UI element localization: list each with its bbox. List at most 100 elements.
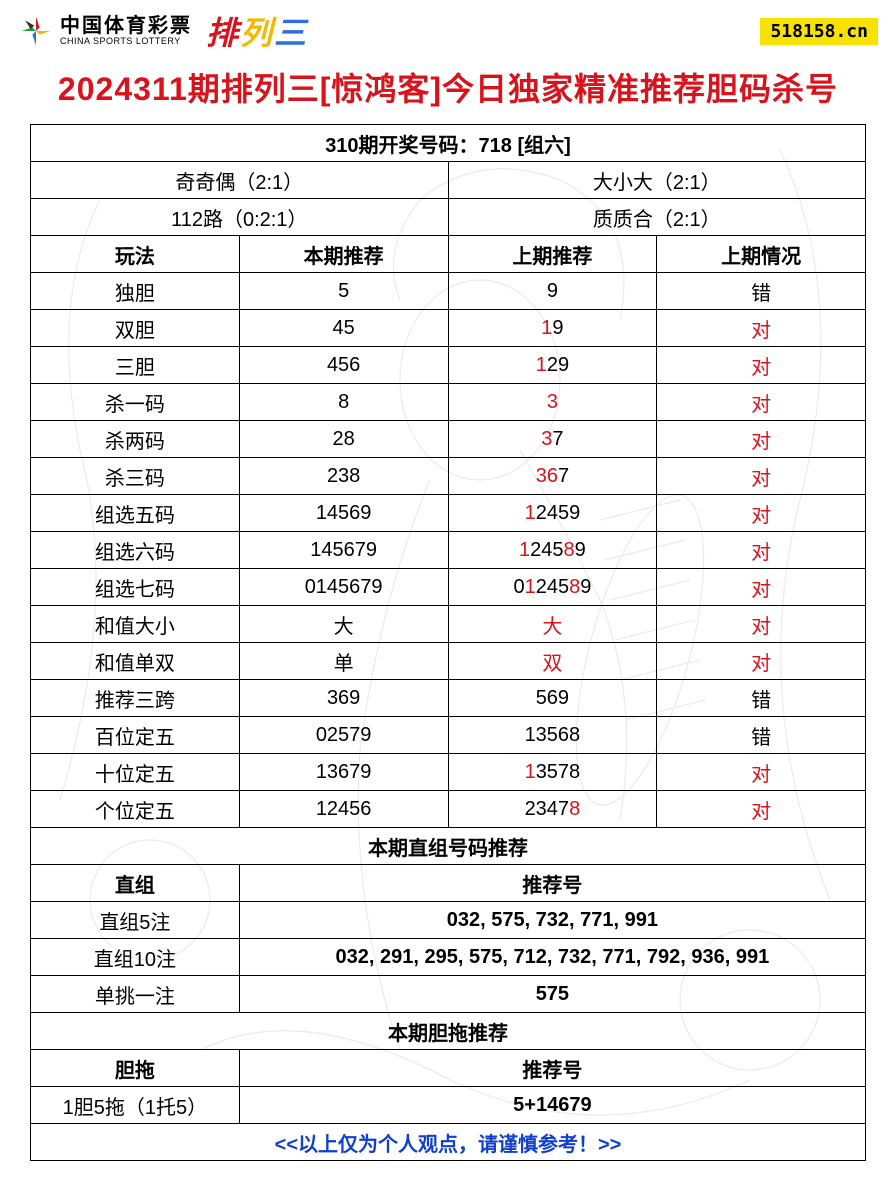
table-row: 杀一码83对 [31,384,866,421]
table-row: 单挑一注575 [31,976,866,1013]
zhizu-label: 直组10注 [31,939,240,976]
table-row: 直组10注032, 291, 295, 575, 712, 732, 771, … [31,939,866,976]
table-row: 组选五码1456912459对 [31,495,866,532]
current-cell: 28 [239,421,448,458]
logo-en-text: CHINA SPORTS LOTTERY [60,37,192,47]
prev-cell: 9 [448,273,657,310]
table-row: 双胆4519对 [31,310,866,347]
logo-cn-text: 中国体育彩票 [60,15,192,37]
current-cell: 456 [239,347,448,384]
result-cell: 对 [657,347,866,384]
col-header: 本期推荐 [239,236,448,273]
prev-cell: 129 [448,347,657,384]
prediction-table: 310期开奖号码：718 [组六] 奇奇偶（2:1） 大小大（2:1） 112路… [30,124,866,1161]
table-row: 杀三码238367对 [31,458,866,495]
result-cell: 错 [657,273,866,310]
section-header: 本期直组号码推荐 [31,828,866,865]
result-cell: 对 [657,643,866,680]
play-cell: 和值大小 [31,606,240,643]
table-row: 个位定五1245623478对 [31,791,866,828]
table-row: 组选七码01456790124589对 [31,569,866,606]
logo-block: 中国体育彩票 CHINA SPORTS LOTTERY 排列三 [18,8,308,54]
prev-cell: 37 [448,421,657,458]
result-cell: 对 [657,458,866,495]
table-row: 独胆59错 [31,273,866,310]
play-cell: 和值单双 [31,643,240,680]
current-cell: 238 [239,458,448,495]
result-cell: 对 [657,421,866,458]
current-cell: 45 [239,310,448,347]
footer-note: <<以上仅为个人观点，请谨慎参考！>> [31,1124,866,1161]
pls-logo: 排列三 [206,8,308,54]
current-cell: 14569 [239,495,448,532]
current-cell: 13679 [239,754,448,791]
prev-cell: 23478 [448,791,657,828]
current-cell: 8 [239,384,448,421]
col-header: 推荐号 [239,1050,865,1087]
current-cell: 大 [239,606,448,643]
result-cell: 对 [657,754,866,791]
page-title: 2024311期排列三[惊鸿客]今日独家精准推荐胆码杀号 [0,58,896,124]
prev-cell: 12459 [448,495,657,532]
play-cell: 百位定五 [31,717,240,754]
result-cell: 对 [657,384,866,421]
play-cell: 三胆 [31,347,240,384]
section-header: 本期胆拖推荐 [31,1013,866,1050]
header: 中国体育彩票 CHINA SPORTS LOTTERY 排列三 518158.c… [0,0,896,58]
lottery-logo-icon [18,13,54,49]
result-cell: 对 [657,606,866,643]
current-cell: 02579 [239,717,448,754]
result-cell: 错 [657,717,866,754]
table-row: 百位定五0257913568错 [31,717,866,754]
col-header: 上期情况 [657,236,866,273]
prev-cell: 大 [448,606,657,643]
prev-cell: 0124589 [448,569,657,606]
prev-cell: 13578 [448,754,657,791]
play-cell: 独胆 [31,273,240,310]
col-header: 玩法 [31,236,240,273]
play-cell: 杀一码 [31,384,240,421]
prev-cell: 367 [448,458,657,495]
current-cell: 145679 [239,532,448,569]
table-row: 推荐三跨369569错 [31,680,866,717]
main-table-wrap: 310期开奖号码：718 [组六] 奇奇偶（2:1） 大小大（2:1） 112路… [0,124,896,1181]
table-row: 杀两码2837对 [31,421,866,458]
draw-header: 310期开奖号码：718 [组六] [31,125,866,162]
prev-cell: 19 [448,310,657,347]
dantuo-value: 5+14679 [239,1087,865,1124]
current-cell: 369 [239,680,448,717]
table-row: 三胆456129对 [31,347,866,384]
summary-cell: 奇奇偶（2:1） [31,162,449,199]
table-row: 十位定五1367913578对 [31,754,866,791]
zhizu-value: 575 [239,976,865,1013]
prev-cell: 124589 [448,532,657,569]
table-row: 和值大小大大对 [31,606,866,643]
prev-cell: 569 [448,680,657,717]
summary-cell: 112路（0:2:1） [31,199,449,236]
play-cell: 杀三码 [31,458,240,495]
current-cell: 0145679 [239,569,448,606]
play-cell: 十位定五 [31,754,240,791]
prev-cell: 双 [448,643,657,680]
zhizu-value: 032, 575, 732, 771, 991 [239,902,865,939]
table-row: 组选六码145679124589对 [31,532,866,569]
summary-cell: 大小大（2:1） [448,162,866,199]
col-header: 上期推荐 [448,236,657,273]
zhizu-label: 直组5注 [31,902,240,939]
play-cell: 杀两码 [31,421,240,458]
play-cell: 组选六码 [31,532,240,569]
site-tag: 518158.cn [760,18,878,45]
play-cell: 组选五码 [31,495,240,532]
current-cell: 5 [239,273,448,310]
prev-cell: 13568 [448,717,657,754]
play-cell: 个位定五 [31,791,240,828]
play-cell: 推荐三跨 [31,680,240,717]
current-cell: 12456 [239,791,448,828]
col-header: 推荐号 [239,865,865,902]
col-header: 胆拖 [31,1050,240,1087]
summary-cell: 质质合（2:1） [448,199,866,236]
result-cell: 对 [657,495,866,532]
current-cell: 单 [239,643,448,680]
result-cell: 对 [657,791,866,828]
play-cell: 组选七码 [31,569,240,606]
